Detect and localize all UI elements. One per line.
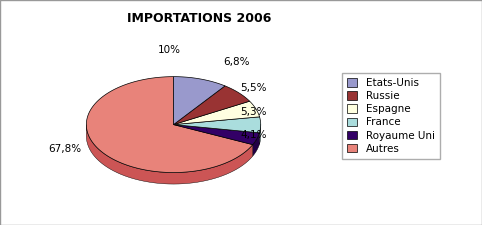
Text: 6,8%: 6,8% xyxy=(223,57,250,67)
Polygon shape xyxy=(253,133,259,156)
Text: 10%: 10% xyxy=(158,45,181,56)
Text: IMPORTATIONS 2006: IMPORTATIONS 2006 xyxy=(127,12,272,25)
Legend: Etats-Unis, Russie, Espagne, France, Royaume Uni, Autres: Etats-Unis, Russie, Espagne, France, Roy… xyxy=(342,73,440,159)
Polygon shape xyxy=(174,101,260,125)
Text: 4,1%: 4,1% xyxy=(241,130,267,140)
Polygon shape xyxy=(86,125,253,184)
Text: 5,5%: 5,5% xyxy=(241,83,267,93)
Text: 67,8%: 67,8% xyxy=(48,144,81,154)
Polygon shape xyxy=(174,117,261,133)
Text: 5,3%: 5,3% xyxy=(241,106,267,117)
Polygon shape xyxy=(174,125,259,145)
Polygon shape xyxy=(259,124,261,144)
Polygon shape xyxy=(86,77,253,173)
Polygon shape xyxy=(174,77,225,125)
Polygon shape xyxy=(174,86,250,125)
